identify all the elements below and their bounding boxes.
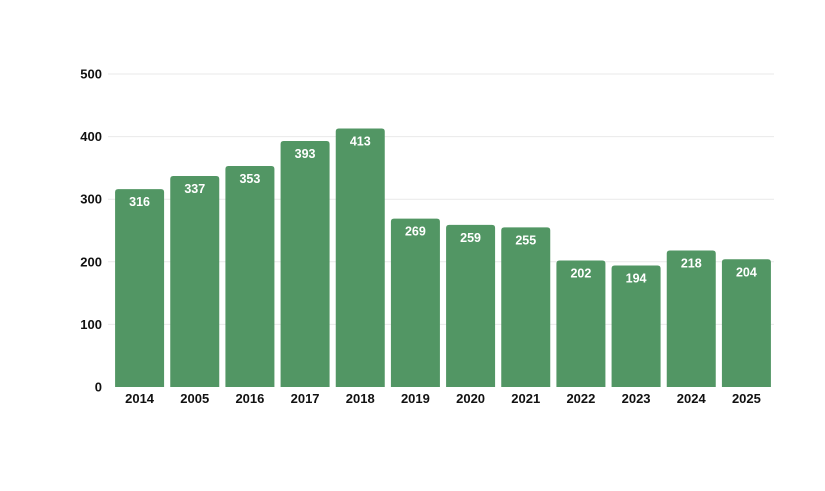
bar-value-label: 393 (295, 147, 316, 161)
bar-2021 (501, 227, 551, 387)
y-tick-label: 500 (80, 67, 102, 82)
bar-2018 (335, 128, 385, 387)
y-tick-label: 0 (95, 380, 102, 395)
bar-value-label: 204 (736, 265, 757, 279)
bar-value-label: 337 (184, 182, 205, 196)
x-tick-label: 2014 (125, 391, 155, 406)
bar-2005 (170, 176, 220, 387)
bar-2023 (611, 265, 661, 387)
bar-2022 (556, 260, 606, 387)
bar-value-label: 316 (129, 195, 150, 209)
x-tick-label: 2021 (511, 391, 540, 406)
bar-value-label: 353 (239, 172, 260, 186)
bar-2024 (666, 250, 716, 387)
bar-value-label: 259 (460, 231, 481, 245)
x-tick-label: 2018 (346, 391, 375, 406)
x-tick-label: 2019 (401, 391, 430, 406)
bar-2014 (115, 189, 165, 387)
y-axis-ticks: 0 100 200 300 400 500 (80, 67, 102, 395)
bar-2016 (225, 166, 275, 387)
y-tick-label: 300 (80, 192, 102, 207)
x-tick-label: 2022 (566, 391, 595, 406)
bar-value-label: 269 (405, 225, 426, 239)
x-tick-label: 2017 (291, 391, 320, 406)
x-tick-label: 2024 (677, 391, 707, 406)
x-tick-label: 2005 (180, 391, 209, 406)
bar-value-label: 194 (626, 272, 647, 286)
bar-value-label: 202 (570, 267, 591, 281)
x-tick-label: 2020 (456, 391, 485, 406)
bar-value-label: 218 (681, 257, 702, 271)
bars: 316 337 353 393 413 269 259 255 202 194 218 204 (115, 128, 771, 387)
x-tick-label: 2025 (732, 391, 761, 406)
bar-value-label: 413 (350, 134, 371, 148)
bar-2019 (390, 218, 440, 387)
x-tick-label: 2016 (235, 391, 264, 406)
y-tick-label: 200 (80, 254, 102, 269)
y-tick-label: 100 (80, 317, 102, 332)
x-axis-ticks: 2014 2005 2016 2017 2018 2019 2020 2021 2022 2023… (125, 391, 761, 406)
bar-value-label: 255 (515, 233, 536, 247)
bar-2020 (446, 224, 496, 387)
y-tick-label: 400 (80, 129, 102, 144)
bar-2017 (280, 140, 330, 387)
x-tick-label: 2023 (622, 391, 651, 406)
bar-2025 (721, 259, 771, 387)
